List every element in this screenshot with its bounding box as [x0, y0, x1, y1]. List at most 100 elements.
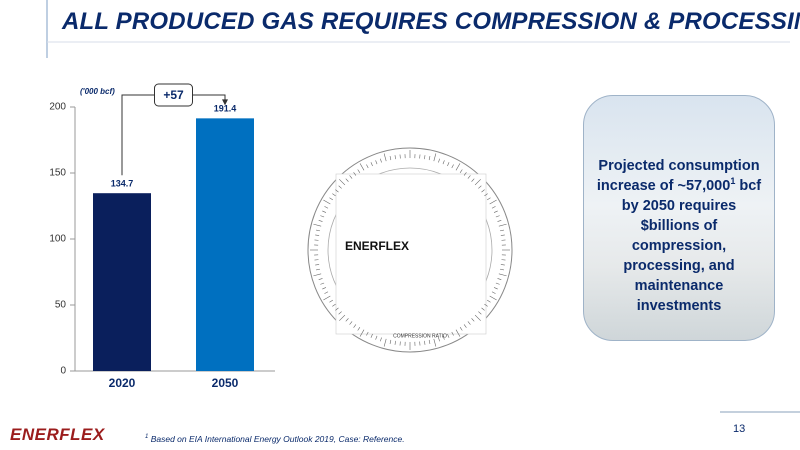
y-tick-label: 100: [49, 234, 66, 245]
wheel-tick: [498, 273, 507, 277]
wheel-tick: [338, 185, 342, 189]
connector-arrow: [222, 99, 228, 106]
annotation: +57: [163, 88, 184, 102]
wheel-tick: [380, 337, 382, 342]
wheel-tick: [335, 307, 339, 311]
wheel-tick: [316, 229, 321, 232]
page-number: 13: [733, 423, 746, 435]
callout-box: Projected consumption increase of ~57,00…: [583, 95, 775, 341]
wheel-tick: [315, 234, 320, 236]
wheel-tick: [486, 299, 491, 303]
wheel-tick: [428, 339, 431, 344]
wheel-tick: [484, 193, 488, 197]
wheel-tick: [497, 220, 502, 222]
bar: [196, 118, 254, 372]
wheel-tick: [491, 206, 496, 209]
x-tick-label: 2050: [212, 376, 239, 390]
wheel-tick: [433, 153, 437, 162]
wheel-tick: [455, 329, 461, 337]
wheel-tick: [428, 156, 431, 161]
wheel-tick: [493, 210, 498, 213]
wheel-tick: [366, 331, 369, 336]
wheel-brand: ENERFLEX: [345, 239, 409, 253]
wheel-tick: [442, 335, 445, 340]
wheel-tick: [349, 175, 353, 179]
wheel-tick: [329, 299, 334, 303]
value-label: 134.7: [111, 179, 134, 189]
wheel-tick: [455, 163, 461, 171]
wheel-tick: [366, 164, 369, 169]
wheel-tick: [320, 282, 325, 285]
wheel-tick: [424, 155, 426, 160]
wheel-tick: [467, 321, 471, 325]
wheel-tick: [451, 164, 454, 169]
wheel-tick: [484, 303, 488, 307]
wheel-tick: [447, 333, 450, 338]
wheel-tick: [474, 179, 481, 186]
wheel-tick: [495, 282, 500, 285]
callout-text: Projected consumption increase of ~57,00…: [592, 156, 766, 316]
wheel-label: COMPRESSION RATIO: [393, 333, 447, 339]
wheel-tick: [478, 311, 482, 315]
wheel-tick: [438, 337, 440, 342]
y-axis-label: ('000 bcf): [80, 87, 115, 96]
wheel-tick: [318, 220, 323, 222]
y-tick-label: 150: [49, 168, 66, 179]
wheel-tick: [345, 318, 349, 322]
gauge-wheel: ENERFLEX COMPRESSION RATIO: [307, 147, 513, 353]
wheel-tick: [389, 339, 392, 344]
wheel-tick: [359, 163, 365, 171]
wheel-tick: [424, 340, 426, 345]
wheel-tick: [338, 311, 342, 315]
callout-text-before: Projected consumption increase of ~57,00…: [596, 158, 760, 194]
wheel-tick: [349, 321, 353, 325]
wheel-tick: [486, 197, 491, 201]
wheel-tick: [332, 303, 336, 307]
wheel-card: [335, 173, 487, 335]
wheel-tick: [370, 333, 373, 338]
wheel-tick: [498, 223, 507, 227]
wheel-tick: [357, 169, 361, 174]
wheel-tick: [459, 326, 463, 331]
callout-text-after: bcf by 2050 requires $billions of compre…: [621, 178, 762, 314]
wheel-tick: [463, 324, 467, 328]
wheel-tick: [335, 189, 339, 193]
wheel-tick: [383, 338, 387, 347]
wheel-tick: [495, 215, 500, 218]
wheel-tick: [313, 223, 322, 227]
wheel-tick: [447, 162, 450, 167]
wheel-tick: [478, 185, 482, 189]
wheel-tick: [315, 264, 320, 266]
wheel-tick: [451, 331, 454, 336]
wheel-tick: [324, 206, 329, 209]
wheel-tick: [370, 162, 373, 167]
callout-superscript: 1: [730, 176, 736, 187]
wheel-tick: [375, 160, 378, 165]
footnote: 1 Based on EIA International Energy Outl…: [145, 434, 405, 444]
value-label: 191.4: [214, 104, 237, 114]
wheel-tick: [489, 199, 497, 205]
wheel-tick: [433, 338, 437, 347]
y-tick-label: 50: [55, 300, 67, 311]
wheel-tick: [442, 160, 445, 165]
wheel-tick: [357, 326, 361, 331]
footnote-text: Based on EIA International Energy Outloo…: [148, 434, 405, 444]
wheel-tick: [394, 155, 396, 160]
wheel-tick: [463, 172, 467, 176]
wheel-tick: [318, 278, 323, 280]
wheel-tick: [332, 193, 336, 197]
wheel-tick: [499, 229, 504, 232]
wheel-tick: [339, 314, 346, 321]
wheel-tick: [471, 178, 475, 182]
wheel-tick: [313, 273, 322, 277]
slide-title: ALL PRODUCED GAS REQUIRES COMPRESSION & …: [62, 8, 800, 35]
wheel-tick: [493, 287, 498, 290]
wheel-tick: [323, 199, 331, 205]
wheel-tick: [353, 324, 357, 328]
wheel-tick: [345, 178, 349, 182]
wheel-tick: [500, 234, 505, 236]
wheel-tick: [499, 268, 504, 271]
y-tick-label: 200: [49, 102, 66, 113]
